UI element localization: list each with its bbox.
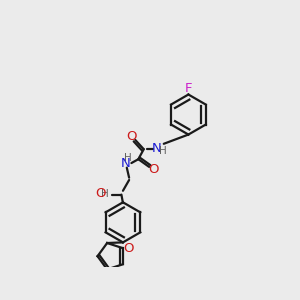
Text: O: O (95, 187, 106, 200)
Text: O: O (124, 242, 134, 255)
Text: O: O (126, 130, 137, 142)
Text: H: H (101, 189, 109, 199)
Text: N: N (152, 142, 162, 155)
Text: O: O (148, 164, 159, 176)
Text: F: F (185, 82, 192, 95)
Text: H: H (124, 153, 132, 164)
Text: N: N (120, 157, 130, 170)
Text: H: H (159, 146, 167, 156)
